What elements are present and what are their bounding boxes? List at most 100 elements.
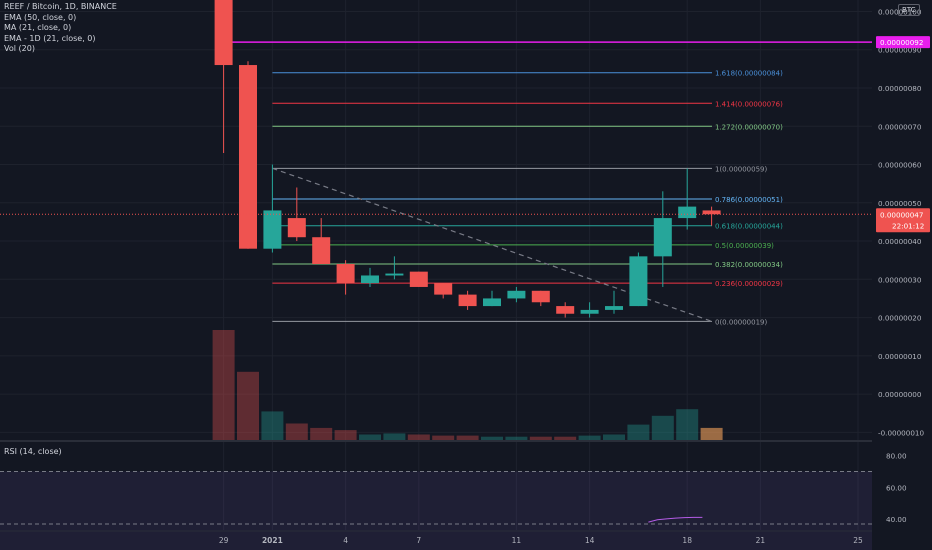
volume-bar [627, 424, 650, 440]
rsi-line [648, 516, 703, 523]
candle-body [531, 290, 550, 303]
price-tick-label: 0.00000030 [878, 275, 922, 284]
rsi-tick-label: 80.00 [886, 452, 907, 461]
indicator-ema50[interactable]: EMA (50, close, 0) [4, 12, 77, 22]
volume-bar [603, 434, 625, 440]
high-price-label: 0.00000092 [880, 38, 923, 47]
price-tick-label: 0.00000080 [878, 84, 922, 93]
time-tick-label: 11 [512, 536, 522, 545]
volume-bar [505, 436, 528, 440]
candle-body [507, 290, 526, 299]
indicator-ema1d[interactable]: EMA - 1D (21, close, 0) [4, 33, 96, 43]
price-tick-label: 0.00000000 [878, 390, 922, 399]
fib-label: 0.618(0.00000044) [715, 223, 783, 231]
rsi-pane [0, 470, 872, 550]
fib-label: 0.382(0.00000034) [715, 261, 783, 269]
volume-bar [334, 430, 357, 440]
candle-body [580, 309, 599, 314]
candle-body [409, 271, 428, 287]
volume-bar [407, 434, 430, 440]
price-tick-label: 0.00000010 [878, 352, 922, 361]
price-tick-label: 0.00000070 [878, 122, 922, 131]
currency-button[interactable]: BTC [898, 4, 920, 16]
volume-bar [359, 434, 381, 440]
time-tick-label: 4 [343, 536, 348, 545]
time-tick-label: 14 [585, 536, 595, 545]
rsi-label[interactable]: RSI (14, close) [4, 447, 62, 456]
time-tick-label: 25 [853, 536, 863, 545]
rsi-tick-label: 40.00 [886, 515, 907, 524]
volume-bar [554, 436, 577, 440]
candle-body [385, 273, 404, 276]
volume-bar [529, 436, 552, 440]
price-axis: 0.00000100 0.00000090 0.00000080 0.00000070… [872, 0, 932, 550]
indicator-ma21[interactable]: MA (21, close, 0) [4, 23, 72, 32]
price-tick-label: 0.00000040 [878, 237, 922, 246]
time-tick-label: 2021 [262, 536, 283, 545]
fib-label: 1.414(0.00000076) [715, 100, 783, 108]
candle-body [214, 0, 233, 66]
fib-label: 0.786(0.00000051) [715, 196, 783, 204]
time-tick-label: 29 [219, 536, 229, 545]
candle-body [483, 298, 501, 307]
fib-label: 0.5(0.00000039) [715, 242, 774, 250]
candle-body [653, 218, 672, 257]
candle-body [239, 65, 257, 249]
fib-label: 1.272(0.00000070) [715, 123, 783, 131]
candle-body [458, 294, 477, 307]
high-line [227, 41, 872, 65]
candles [214, 0, 721, 318]
fib-label: 0(0.00000019) [715, 318, 767, 326]
price-tick-label: 0.00000100 [878, 7, 922, 16]
current-price-tag [876, 208, 930, 233]
price-tick-label: 0.00000050 [878, 199, 922, 208]
price-tick-label: -0.00000010 [878, 428, 924, 437]
high-price-tag [876, 36, 930, 49]
grid [0, 0, 872, 530]
volume-bar [481, 436, 503, 440]
time-axis: 29 2021 4 7 11 14 18 21 25 [0, 530, 872, 545]
volume-bar [676, 409, 699, 440]
candle-body [361, 275, 379, 284]
rsi-tick-label: 60.00 [886, 483, 907, 492]
volume-bar [310, 427, 333, 440]
indicator-vol[interactable]: Vol (20) [4, 44, 35, 53]
candle-body [556, 306, 575, 314]
price-tick-label: 0.00000060 [878, 161, 922, 170]
candle-body [605, 306, 623, 310]
price-tick-label: 0.00000090 [878, 46, 922, 55]
rsi-band [0, 471, 872, 550]
current-price-label: 0.00000047 [880, 210, 923, 219]
candle-body [263, 210, 282, 249]
time-tick-label: 18 [682, 536, 692, 545]
symbol-title[interactable]: REEF / Bitcoin, 1D, BINANCE [4, 2, 117, 11]
volume-bar [578, 435, 601, 440]
candle-body [336, 264, 355, 284]
volume-bar [285, 423, 308, 440]
candle-body [434, 283, 453, 295]
time-tick-label: 21 [756, 536, 766, 545]
price-axis-bg [872, 0, 932, 550]
candle-body [312, 237, 331, 264]
volume-bar [383, 433, 406, 440]
legend: REEF / Bitcoin, 1D, BINANCE EMA (50, clo… [4, 2, 117, 55]
fib-label: 1(0.00000059) [715, 165, 767, 173]
fib-label: 1.618(0.00000084) [715, 70, 783, 78]
fib-label: 0.236(0.00000029) [715, 280, 783, 288]
volume-bar [700, 427, 723, 440]
volume-bar [261, 411, 284, 440]
volume-bar [651, 415, 674, 440]
volume-bars [212, 330, 723, 440]
candle-body [702, 210, 721, 215]
volume-bar [456, 435, 479, 440]
time-tick-label: 7 [416, 536, 421, 545]
candle-body [629, 256, 648, 307]
candle-body [287, 218, 306, 238]
volume-bar [237, 371, 259, 440]
candle-body [678, 206, 697, 219]
volume-bar [432, 435, 455, 440]
volume-bar [212, 330, 235, 440]
price-tick-label: 0.00000020 [878, 314, 922, 323]
countdown-label: 22:01:12 [892, 221, 924, 230]
